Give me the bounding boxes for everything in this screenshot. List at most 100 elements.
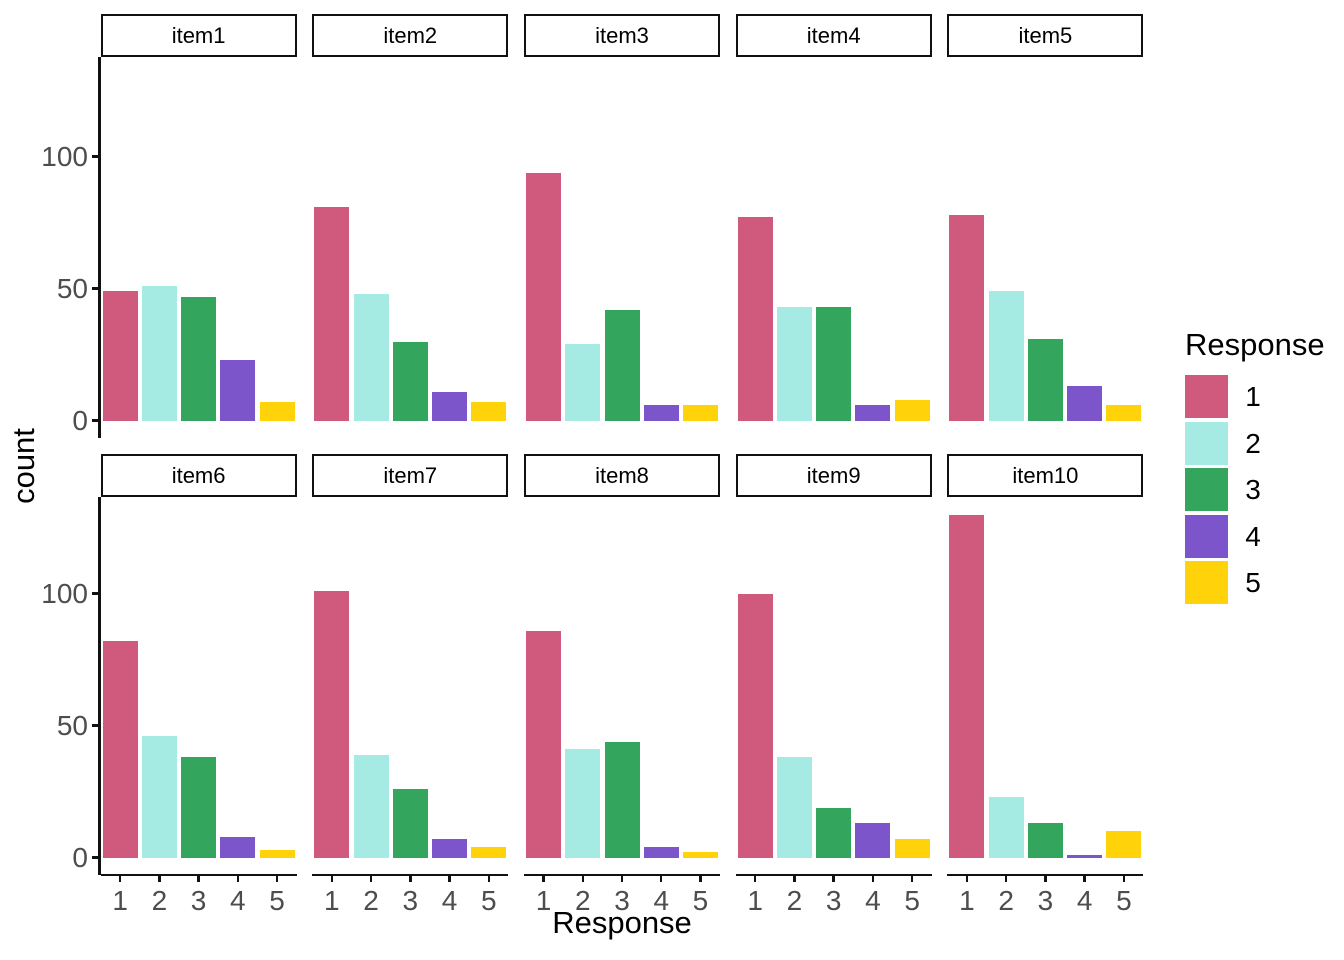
bar-item9-response5 — [894, 839, 930, 858]
legend-label-1: 1 — [1245, 381, 1261, 412]
x-tick-label: 2 — [363, 885, 379, 916]
facet-strip-label: item2 — [383, 22, 438, 48]
facet-strip-item2: item2 — [312, 14, 509, 57]
bar-item4-response4 — [855, 404, 891, 421]
x-axis-line — [100, 873, 297, 876]
bar-item2-response1 — [314, 206, 350, 421]
bar-item10-response5 — [1106, 831, 1142, 858]
x-tick-mark — [620, 876, 624, 882]
x-tick-label: 5 — [904, 885, 920, 916]
bar-item3-response3 — [604, 309, 640, 421]
bar-item5-response3 — [1027, 338, 1063, 421]
bar-item7-response3 — [392, 789, 428, 858]
bar-item8-response3 — [604, 741, 640, 858]
y-tick-label: 50 — [56, 272, 88, 304]
bar-item4-response5 — [894, 399, 930, 421]
x-tick-mark — [659, 876, 663, 882]
legend-swatch-2 — [1185, 421, 1228, 465]
bar-item6-response3 — [181, 757, 217, 858]
x-tick-label: 3 — [825, 885, 842, 916]
x-tick-label: 5 — [269, 885, 285, 916]
x-tick-mark — [699, 876, 702, 882]
bar-item10-response4 — [1067, 855, 1103, 858]
x-tick-mark — [236, 876, 240, 882]
x-tick-mark — [1004, 876, 1008, 882]
bar-item1-response4 — [220, 359, 256, 421]
x-tick-label: 2 — [998, 885, 1014, 916]
facet-strip-label: item10 — [1012, 462, 1079, 488]
facet-strip-label: item7 — [383, 462, 438, 488]
x-tick-label: 4 — [230, 885, 246, 916]
bar-item7-response1 — [314, 591, 350, 858]
x-axis-title: Response — [552, 905, 692, 940]
x-tick-label: 5 — [692, 885, 709, 916]
bar-item8-response2 — [565, 749, 601, 858]
x-tick-label: 1 — [535, 885, 552, 916]
bar-item9-response2 — [776, 757, 812, 858]
bar-item2-response4 — [432, 391, 468, 421]
bar-item1-response5 — [259, 402, 295, 421]
x-tick-label: 2 — [151, 885, 168, 916]
bar-item10-response1 — [949, 514, 985, 858]
bar-item8-response5 — [682, 852, 718, 858]
y-tick-mark — [92, 155, 98, 158]
bar-item3-response2 — [565, 344, 601, 421]
x-tick-label: 3 — [614, 885, 630, 916]
bar-item4-response1 — [737, 217, 773, 421]
legend-title: Response — [1185, 327, 1325, 362]
bar-item6-response5 — [259, 849, 295, 858]
x-tick-mark — [118, 876, 122, 882]
bar-item10-response2 — [988, 796, 1024, 858]
x-tick-mark — [409, 876, 412, 882]
bar-item9-response1 — [737, 593, 773, 858]
bar-item3-response1 — [526, 172, 562, 421]
bar-item3-response4 — [643, 404, 679, 421]
x-tick-label: 1 — [324, 885, 340, 916]
x-tick-mark — [1083, 876, 1086, 882]
y-tick-mark — [92, 287, 98, 290]
bar-item1-response1 — [102, 291, 138, 421]
bar-item7-response4 — [432, 839, 468, 858]
facet-strip-item10: item10 — [947, 454, 1144, 497]
x-axis-line — [523, 873, 721, 876]
y-tick-label: 100 — [41, 577, 88, 609]
bar-item9-response3 — [816, 807, 852, 858]
facet-strip-label: item3 — [595, 22, 649, 48]
bar-item9-response4 — [855, 823, 891, 858]
x-axis-line — [312, 873, 509, 876]
bar-item6-response1 — [102, 641, 138, 858]
x-tick-mark — [158, 876, 161, 882]
x-tick-mark — [1044, 876, 1047, 882]
facet-strip-label: item1 — [171, 22, 226, 48]
x-axis-line — [947, 873, 1144, 876]
legend-swatch-3 — [1185, 468, 1228, 512]
legend-label-3: 3 — [1245, 474, 1261, 506]
bar-item5-response1 — [949, 214, 985, 421]
bar-item10-response3 — [1027, 823, 1063, 858]
bar-item8-response1 — [526, 630, 562, 858]
x-tick-mark — [753, 876, 757, 882]
bar-item1-response3 — [181, 296, 217, 421]
x-tick-label: 1 — [747, 885, 763, 916]
x-tick-label: 3 — [1037, 885, 1054, 916]
legend-label-5: 5 — [1245, 567, 1261, 599]
x-tick-mark — [197, 876, 200, 882]
bar-item5-response2 — [988, 291, 1024, 421]
x-tick-label: 4 — [653, 885, 670, 916]
bar-item1-response2 — [141, 286, 177, 421]
legend-label-2: 2 — [1245, 427, 1261, 459]
x-tick-mark — [487, 876, 491, 882]
x-tick-label: 3 — [402, 885, 419, 916]
y-tick-label: 0 — [72, 404, 88, 436]
y-axis-line — [98, 497, 101, 875]
facet-strip-item8: item8 — [523, 454, 721, 497]
x-tick-label: 4 — [865, 885, 881, 916]
x-tick-mark — [910, 876, 914, 882]
bar-item4-response3 — [816, 307, 852, 421]
bar-item4-response2 — [776, 307, 812, 421]
x-tick-label: 5 — [1116, 885, 1132, 916]
facet-strip-label: item5 — [1018, 22, 1073, 48]
x-tick-mark — [1122, 876, 1126, 882]
x-tick-label: 2 — [574, 885, 591, 916]
